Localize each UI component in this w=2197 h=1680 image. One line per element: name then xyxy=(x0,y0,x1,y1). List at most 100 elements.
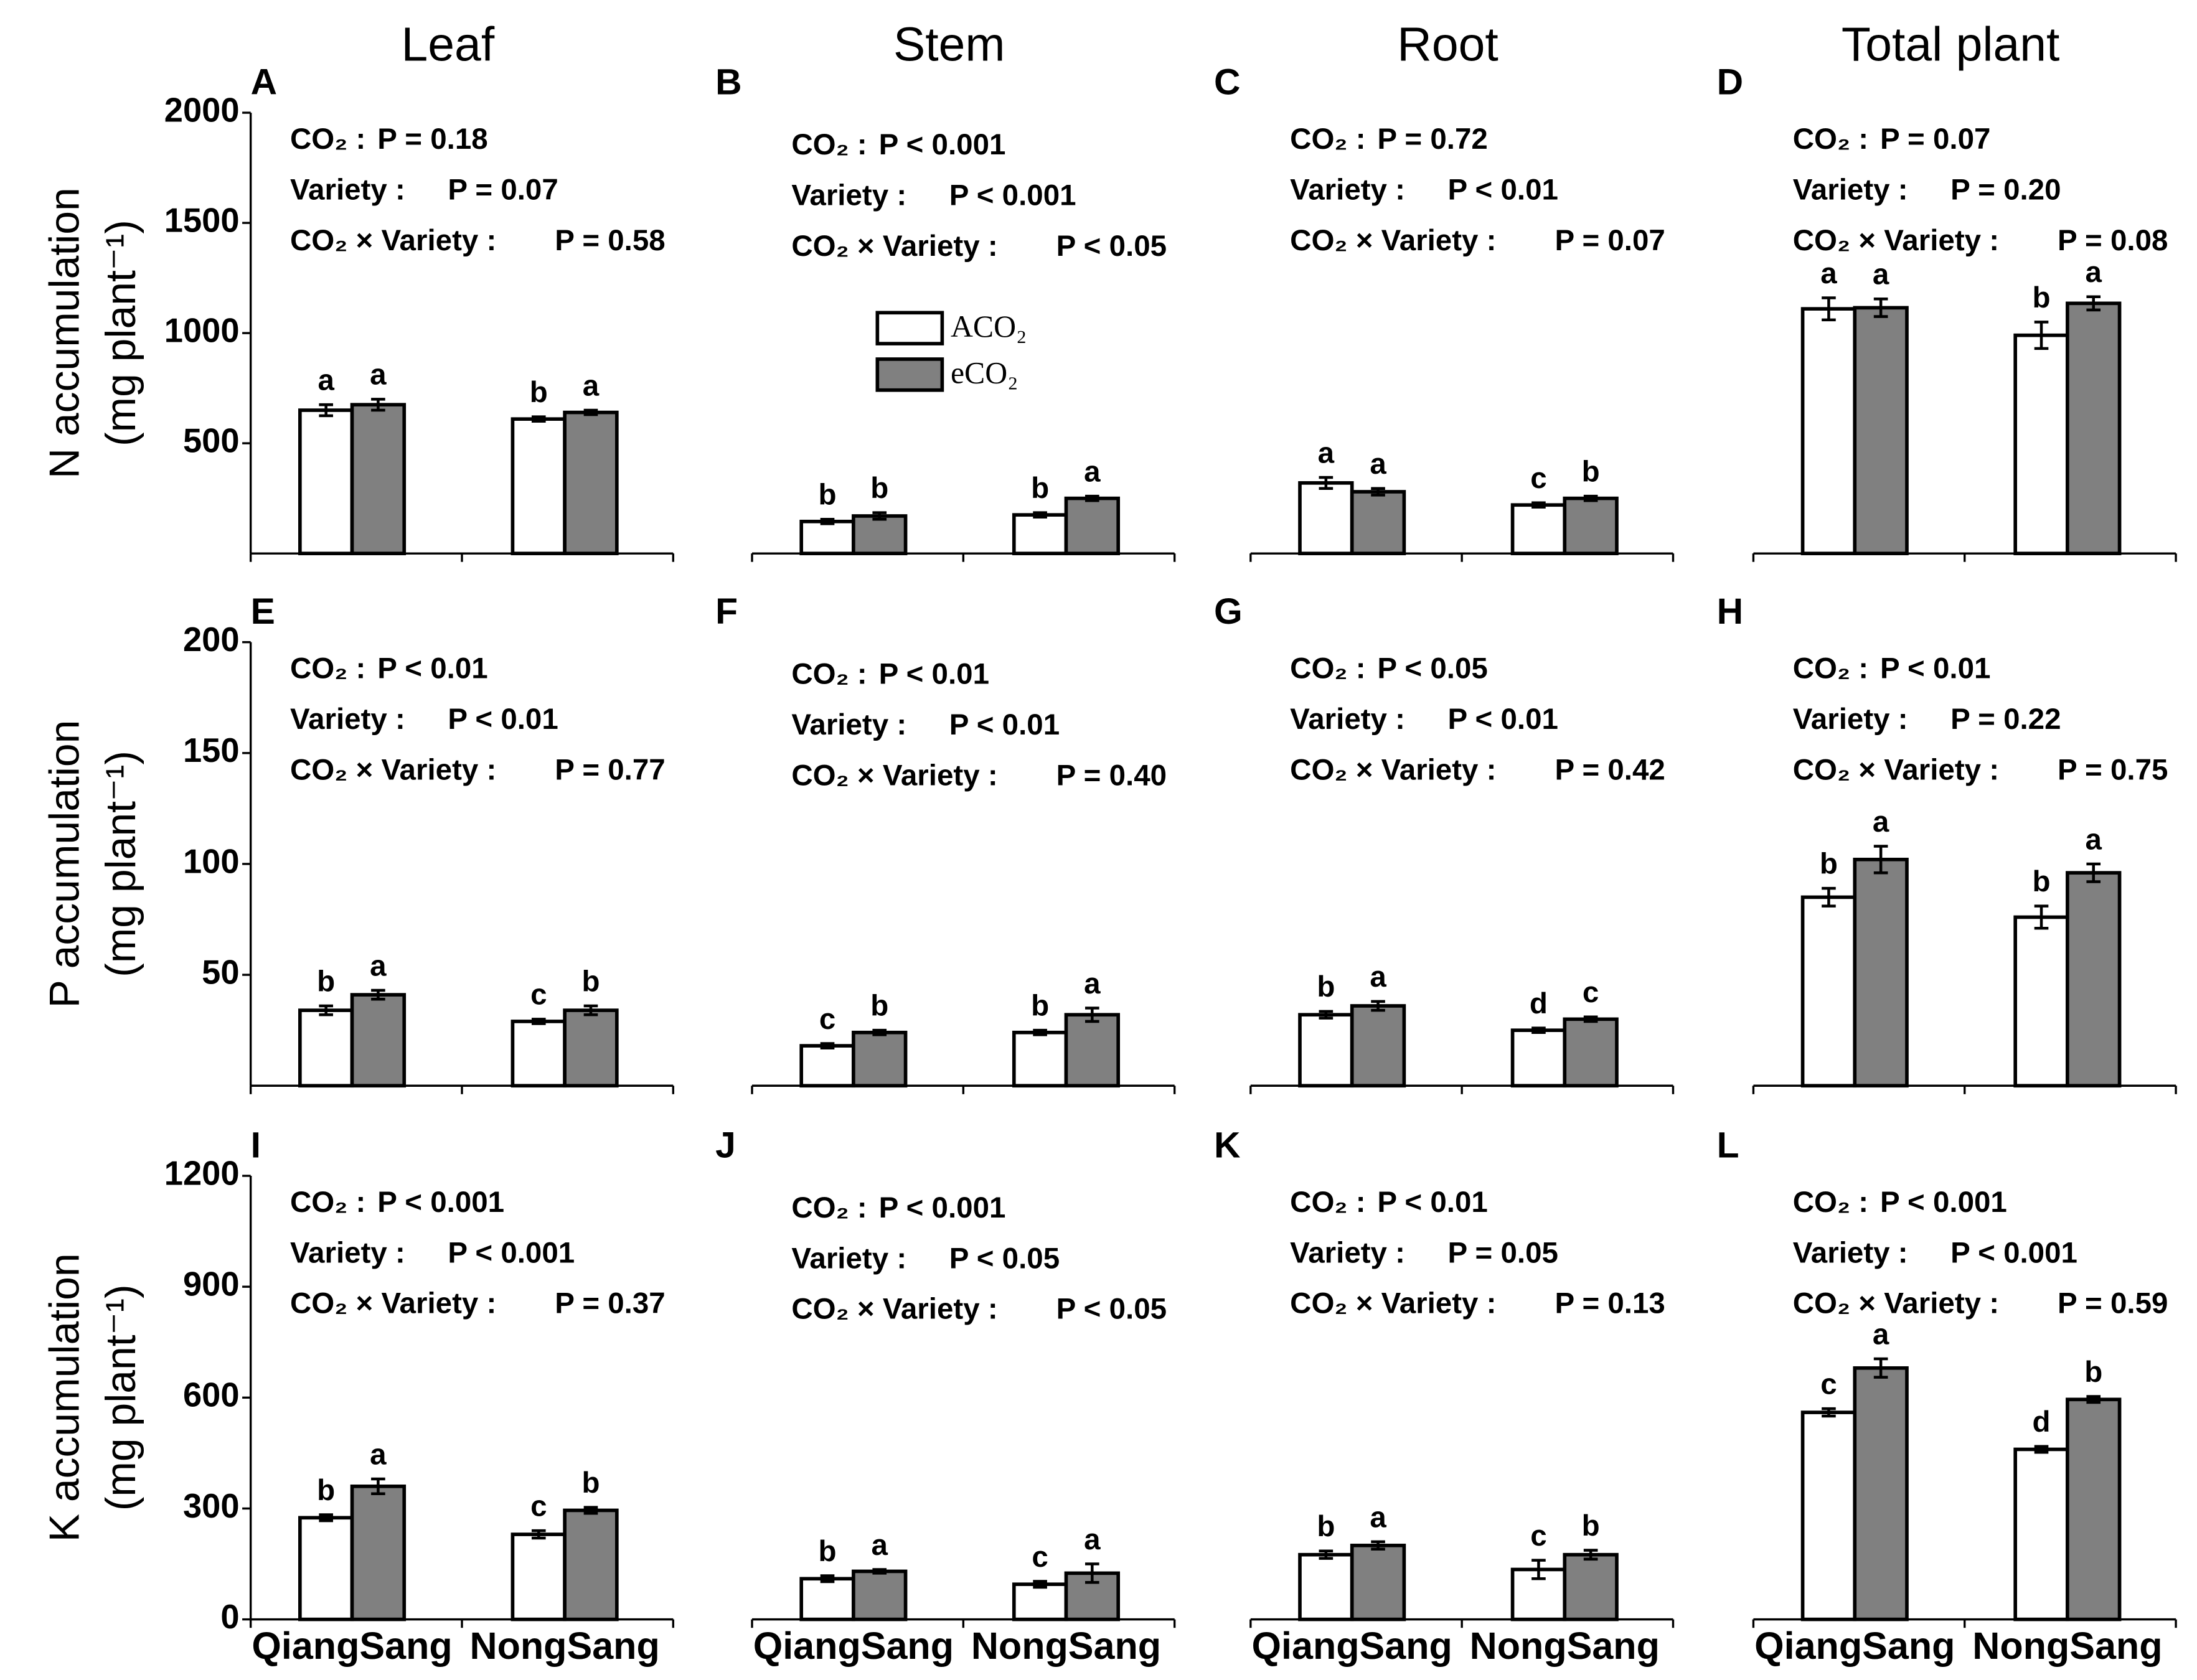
significance-letter: a xyxy=(1873,805,1889,838)
significance-letter: b xyxy=(1031,472,1049,505)
stat-term: CO₂ : xyxy=(1290,123,1365,156)
stat-term: Variety : xyxy=(290,1236,405,1269)
bar xyxy=(1350,1004,1406,1088)
stat-p: P = 0.07 xyxy=(1880,123,1990,156)
stat-p: P < 0.001 xyxy=(879,128,1006,161)
stat-term: Variety : xyxy=(1290,173,1405,206)
bar xyxy=(1298,481,1354,555)
significance-letter: b xyxy=(1582,455,1600,488)
panel-label: C xyxy=(1214,62,1240,102)
stat-term: Variety : xyxy=(290,703,405,736)
bar xyxy=(2066,871,2122,1088)
y-tick-label: 200 xyxy=(183,621,240,659)
stat-term: CO₂ × Variety : xyxy=(791,759,997,792)
stat-term: CO₂ × Variety : xyxy=(1290,1287,1496,1320)
bar xyxy=(1064,1013,1120,1088)
x-tick-label: NongSang xyxy=(1470,1625,1660,1667)
panel-label: D xyxy=(1717,62,1743,102)
y-tick-label: 900 xyxy=(183,1265,240,1303)
bar xyxy=(799,1044,855,1088)
stat-p: P = 0.72 xyxy=(1377,123,1487,156)
stat-term: Variety : xyxy=(791,1242,906,1275)
panel-label: G xyxy=(1214,591,1243,632)
stat-term: CO₂ : xyxy=(290,652,365,685)
significance-letter: c xyxy=(1583,976,1599,1009)
panel-label: J xyxy=(715,1125,736,1165)
stat-p: P = 0.58 xyxy=(555,224,665,257)
y-tick-label: 100 xyxy=(183,842,240,880)
bar xyxy=(1853,306,1909,555)
stat-p: P = 0.20 xyxy=(1950,173,2061,206)
bar xyxy=(510,1532,567,1621)
stat-term: CO₂ : xyxy=(1290,1186,1365,1219)
column-title: Stem xyxy=(893,17,1005,71)
significance-letter: c xyxy=(819,1003,835,1036)
significance-letter: a xyxy=(1873,258,1889,291)
stat-p: P < 0.01 xyxy=(1377,1186,1487,1219)
bar xyxy=(298,1008,354,1088)
stat-term: CO₂ × Variety : xyxy=(1793,224,1999,257)
bar xyxy=(2013,333,2069,555)
significance-letter: b xyxy=(1582,1509,1600,1542)
bar xyxy=(2066,301,2122,555)
significance-letter: b xyxy=(1317,1510,1335,1543)
significance-letter: b xyxy=(2033,865,2051,898)
y-tick-label: 1500 xyxy=(164,201,240,239)
bar xyxy=(1350,490,1406,555)
bar xyxy=(350,403,407,555)
stat-term: Variety : xyxy=(1793,173,1908,206)
significance-letter: b xyxy=(317,965,335,998)
stat-term: CO₂ : xyxy=(290,123,365,156)
x-tick-label: NongSang xyxy=(469,1625,659,1667)
significance-letter: a xyxy=(2086,256,2102,289)
significance-letter: c xyxy=(1530,462,1546,495)
significance-letter: b xyxy=(870,990,888,1023)
stat-term: Variety : xyxy=(1290,1236,1405,1269)
stat-term: CO₂ × Variety : xyxy=(290,1287,496,1320)
bar xyxy=(1064,496,1120,555)
significance-letter: b xyxy=(1031,990,1049,1023)
significance-letter: c xyxy=(1032,1541,1048,1574)
bar xyxy=(1800,1410,1857,1621)
y-tick-label: 50 xyxy=(202,953,239,991)
significance-letter: a xyxy=(1084,967,1101,1000)
y-axis-label: (mg plant⁻¹) xyxy=(98,751,144,977)
stat-term: CO₂ × Variety : xyxy=(1290,753,1496,786)
bar xyxy=(563,1008,619,1088)
stat-term: CO₂ × Variety : xyxy=(1290,224,1496,257)
x-tick-label: QiangSang xyxy=(753,1625,954,1667)
stat-p: P = 0.07 xyxy=(448,173,558,206)
significance-letter: a xyxy=(872,1529,888,1562)
stat-p: P < 0.001 xyxy=(949,179,1076,212)
legend-swatch xyxy=(875,311,944,345)
significance-letter: b xyxy=(2084,1356,2102,1389)
y-axis-label: N accumulation xyxy=(42,187,88,479)
significance-letter: c xyxy=(1820,1368,1837,1401)
bar xyxy=(1012,513,1068,555)
significance-letter: b xyxy=(581,965,600,998)
stat-p: P = 0.40 xyxy=(1056,759,1167,792)
significance-letter: b xyxy=(870,472,888,505)
stat-term: Variety : xyxy=(1793,1236,1908,1269)
panel-label: B xyxy=(715,62,741,102)
stat-term: CO₂ : xyxy=(1793,652,1868,685)
panel-label: I xyxy=(251,1125,261,1165)
significance-letter: a xyxy=(318,364,334,397)
stat-term: CO₂ × Variety : xyxy=(791,1293,997,1326)
bar xyxy=(1012,1582,1068,1621)
significance-letter: d xyxy=(1530,987,1548,1020)
bar xyxy=(563,410,619,555)
stat-p: P < 0.01 xyxy=(377,652,487,685)
bar xyxy=(298,408,354,555)
bar xyxy=(350,993,407,1088)
stat-p: P = 0.42 xyxy=(1555,753,1665,786)
stat-p: P < 0.05 xyxy=(949,1242,1060,1275)
stat-p: P < 0.01 xyxy=(949,708,1060,741)
bar xyxy=(1563,496,1619,555)
stat-p: P = 0.07 xyxy=(1555,224,1665,257)
y-tick-label: 150 xyxy=(183,731,240,769)
stat-p: P < 0.001 xyxy=(448,1236,575,1269)
stat-term: CO₂ : xyxy=(1290,652,1365,685)
bar xyxy=(2013,915,2069,1088)
